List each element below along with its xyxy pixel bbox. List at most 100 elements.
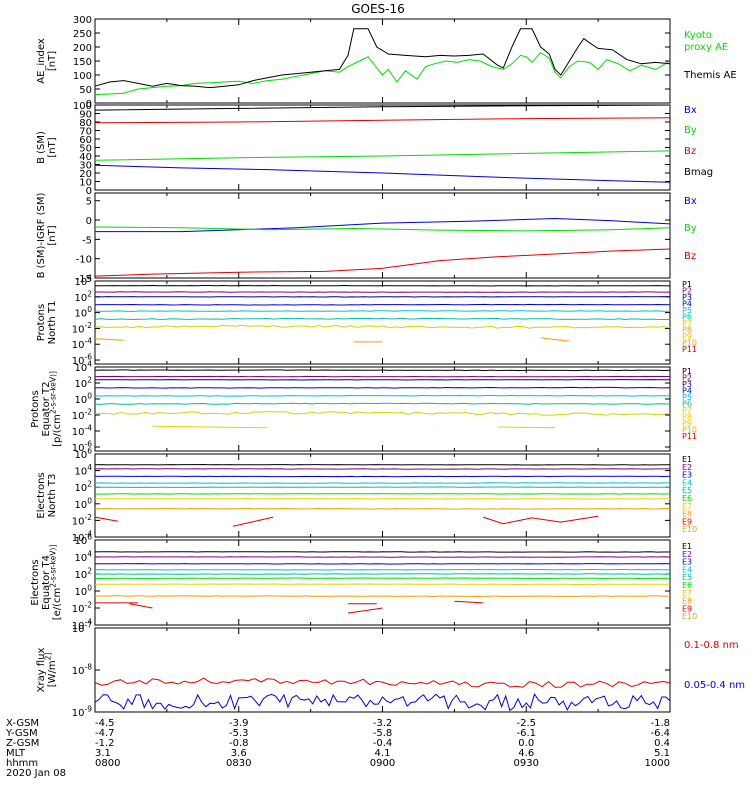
panel-frame: [94, 453, 671, 538]
legend-entry: E4: [682, 478, 692, 487]
series-line-e9: [94, 516, 119, 522]
y-tick-label: 104: [74, 550, 92, 565]
legend-entry: P6: [682, 313, 692, 322]
y-tick-label: 50: [79, 144, 92, 155]
ephemeris-value: 3.6: [231, 748, 247, 759]
y-tick-label: 106: [74, 533, 92, 548]
y-tick-label: 200: [73, 43, 92, 54]
y-tick-label: 10-4: [72, 618, 92, 633]
legend-entry: P10: [682, 339, 697, 348]
y-tick-label: 10-4: [72, 530, 92, 545]
ephemeris-value: -0.8: [229, 738, 249, 749]
y-tick-label: 10-9: [72, 705, 92, 720]
series-line-bmag: [94, 104, 671, 111]
series-line-p4: [94, 303, 671, 306]
panel-ae: 0 50 100 150 200 250 300 AE_index [nT] Kyotoproxy…: [36, 15, 737, 110]
panel-frame: [94, 280, 671, 365]
ephemeris-label: Y-GSM: [5, 728, 38, 739]
y-tick-label: 104: [74, 274, 92, 289]
y-tick-label: 10-4: [72, 424, 92, 439]
series-line-p7: [94, 324, 671, 329]
y-tick-label: 0: [86, 216, 92, 227]
legend-entry: P5: [682, 306, 692, 315]
legend-entry: E3: [682, 471, 692, 480]
legend-entry: P10: [682, 426, 697, 435]
y-tick-label: 300: [73, 15, 92, 26]
series-line-e7: [94, 583, 671, 586]
ephemeris-value: -5.3: [229, 728, 249, 739]
y-axis-label: [nT]: [47, 51, 58, 71]
y-tick-label: 100: [74, 392, 92, 407]
series-line-e3: [94, 475, 671, 478]
ephemeris-value: -6.1: [516, 728, 536, 739]
ephemeris-value: -4.7: [95, 728, 115, 739]
y-tick-label: 150: [73, 57, 92, 68]
y-axis-label: Equator T2: [41, 382, 52, 437]
y-tick-label: 250: [73, 29, 92, 40]
legend-entry: P2: [682, 287, 692, 296]
legend-entry: P8: [682, 326, 692, 335]
legend-entry: By: [684, 223, 697, 234]
legend-entry: E9: [682, 517, 692, 526]
series-line-p5: [95, 310, 671, 312]
ephemeris-value: -3.2: [373, 718, 393, 729]
ephemeris-value: -6.4: [650, 728, 670, 739]
y-tick-label: 106: [74, 447, 92, 462]
legend-entry: E4: [682, 565, 692, 574]
panel-b_igrf: -15 -10 -5 0 5 B (SM)-IGRF (SM) [nT] Bx By Bz: [36, 192, 697, 285]
series-line-p7: [94, 411, 671, 416]
series-line-e4: [94, 568, 671, 571]
legend-entry: P3: [682, 380, 692, 389]
y-tick-label: 104: [74, 463, 92, 478]
series-line-0-1-0-8-nm: [94, 677, 671, 688]
legend-entry: E7: [682, 589, 692, 598]
y-tick-label: -15: [76, 274, 92, 285]
y-axis-label: [nT]: [47, 137, 58, 157]
ephemeris-value: -5.8: [373, 728, 393, 739]
legend-entry: P11: [682, 432, 697, 441]
ephemeris-label: MLT: [6, 748, 26, 759]
ephemeris-value: 1000: [645, 758, 670, 769]
y-tick-label: 102: [74, 376, 92, 391]
legend-entry: Bx: [684, 105, 697, 116]
ephemeris-value: -1.2: [95, 738, 115, 749]
y-tick-label: 90: [79, 110, 92, 121]
legend-entry: P1: [682, 367, 692, 376]
y-axis-label: North T1: [47, 301, 58, 345]
y-tick-label: 60: [79, 135, 92, 146]
legend-entry: E8: [682, 597, 692, 606]
legend-entry: Kyoto: [684, 30, 712, 41]
y-tick-label: 30: [79, 161, 92, 172]
y-tick-label: 10-6: [72, 440, 92, 455]
series-line-e9: [347, 607, 383, 614]
legend-entry: E6: [682, 494, 692, 503]
y-axis-label: B (SM)-IGRF (SM): [36, 193, 47, 279]
series-line-p6: [94, 402, 671, 405]
y-tick-label: 10-6: [72, 353, 92, 368]
y-axis-label: Protons: [36, 304, 47, 341]
y-tick-label: 10-7: [72, 621, 92, 636]
ephemeris-value: 0930: [514, 758, 539, 769]
y-tick-label: 80: [79, 118, 92, 129]
series-line-by: [94, 226, 671, 232]
y-tick-label: 100: [74, 305, 92, 320]
legend-entry: 0.1-0.8 nm: [684, 640, 739, 651]
legend-entry: Bz: [684, 146, 696, 157]
ephemeris-label: Z-GSM: [6, 738, 39, 749]
y-tick-label: 40: [79, 152, 92, 163]
y-axis-label: Protons: [30, 390, 41, 427]
legend-entry: Bx: [684, 196, 697, 207]
y-tick-label: 104: [74, 360, 92, 375]
series-line-bx: [94, 164, 671, 183]
y-axis-label: Xray flux: [36, 648, 47, 693]
y-axis-label: [W/m2]: [44, 653, 59, 688]
series-line-themis-ae: [94, 28, 671, 89]
legend-entry: E5: [682, 573, 692, 582]
legend-entry: P1: [682, 280, 692, 289]
ephemeris-value: -4.5: [95, 718, 115, 729]
series-line-e8: [95, 595, 670, 598]
